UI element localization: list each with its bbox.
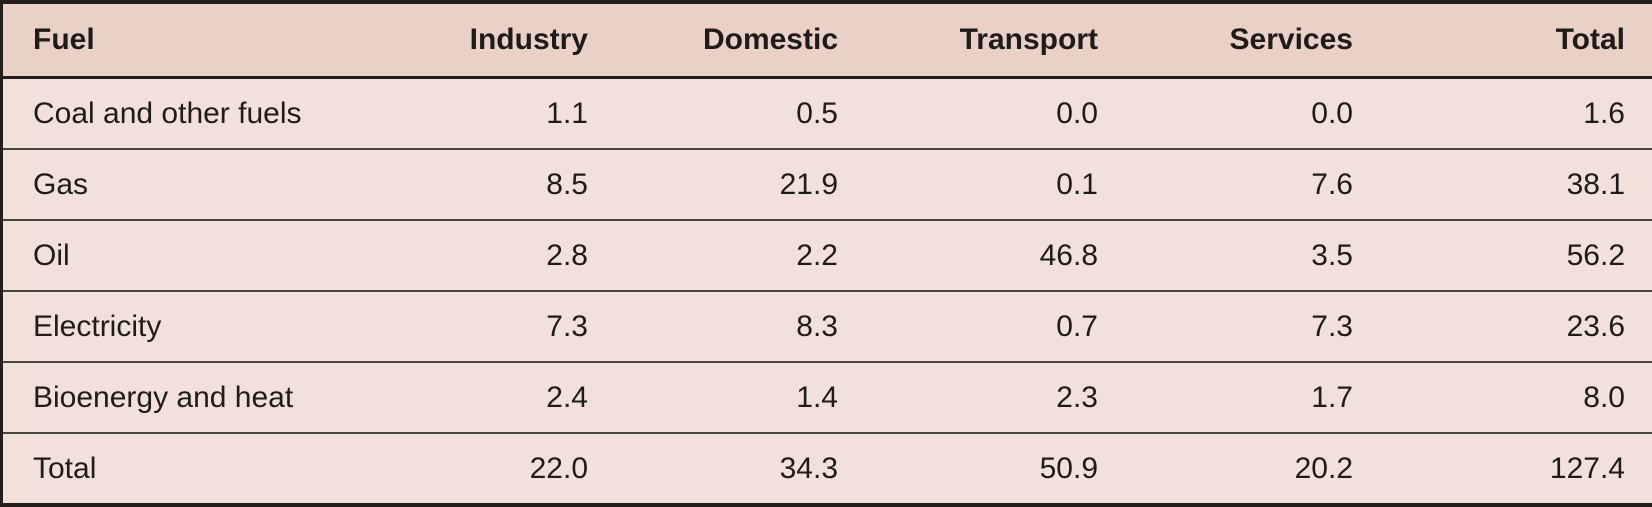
table-row-bioenergy: Bioenergy and heat 2.4 1.4 2.3 1.7 8.0 <box>3 362 1652 434</box>
cell-value: 127.4 <box>1383 433 1652 503</box>
cell-value: 8.0 <box>1383 362 1652 434</box>
cell-value: 1.4 <box>618 362 868 434</box>
column-header-services: Services <box>1128 4 1383 79</box>
cell-value: 3.5 <box>1128 220 1383 292</box>
cell-value: 1.7 <box>1128 362 1383 434</box>
table-row-gas: Gas 8.5 21.9 0.1 7.6 38.1 <box>3 149 1652 221</box>
cell-value: 8.5 <box>443 149 618 221</box>
table-row-coal: Coal and other fuels 1.1 0.5 0.0 0.0 1.6 <box>3 77 1652 150</box>
row-label: Oil <box>3 220 443 292</box>
table-row-electricity: Electricity 7.3 8.3 0.7 7.3 23.6 <box>3 291 1652 363</box>
cell-value: 21.9 <box>618 149 868 221</box>
row-label: Electricity <box>3 291 443 363</box>
cell-value: 2.8 <box>443 220 618 292</box>
cell-value: 34.3 <box>618 433 868 503</box>
cell-value: 7.3 <box>1128 291 1383 363</box>
row-label: Gas <box>3 149 443 221</box>
cell-value: 56.2 <box>1383 220 1652 292</box>
cell-value: 1.6 <box>1383 77 1652 150</box>
cell-value: 20.2 <box>1128 433 1383 503</box>
cell-value: 8.3 <box>618 291 868 363</box>
cell-value: 50.9 <box>868 433 1128 503</box>
cell-value: 0.5 <box>618 77 868 150</box>
row-label: Total <box>3 433 443 503</box>
cell-value: 38.1 <box>1383 149 1652 221</box>
cell-value: 2.2 <box>618 220 868 292</box>
table-header-row: Fuel Industry Domestic Transport Service… <box>3 4 1652 79</box>
cell-value: 1.1 <box>443 77 618 150</box>
row-label: Coal and other fuels <box>3 77 443 150</box>
cell-value: 2.4 <box>443 362 618 434</box>
cell-value: 0.0 <box>868 77 1128 150</box>
table-row-oil: Oil 2.8 2.2 46.8 3.5 56.2 <box>3 220 1652 292</box>
table-row-total: Total 22.0 34.3 50.9 20.2 127.4 <box>3 433 1652 503</box>
cell-value: 22.0 <box>443 433 618 503</box>
cell-value: 46.8 <box>868 220 1128 292</box>
cell-value: 0.7 <box>868 291 1128 363</box>
table-body: Coal and other fuels 1.1 0.5 0.0 0.0 1.6… <box>3 77 1652 503</box>
fuel-consumption-table: Fuel Industry Domestic Transport Service… <box>3 4 1652 503</box>
cell-value: 2.3 <box>868 362 1128 434</box>
column-header-industry: Industry <box>443 4 618 79</box>
cell-value: 7.3 <box>443 291 618 363</box>
cell-value: 23.6 <box>1383 291 1652 363</box>
cell-value: 0.1 <box>868 149 1128 221</box>
row-label: Bioenergy and heat <box>3 362 443 434</box>
column-header-fuel: Fuel <box>3 4 443 79</box>
cell-value: 0.0 <box>1128 77 1383 150</box>
column-header-transport: Transport <box>868 4 1128 79</box>
column-header-total: Total <box>1383 4 1652 79</box>
cell-value: 7.6 <box>1128 149 1383 221</box>
column-header-domestic: Domestic <box>618 4 868 79</box>
